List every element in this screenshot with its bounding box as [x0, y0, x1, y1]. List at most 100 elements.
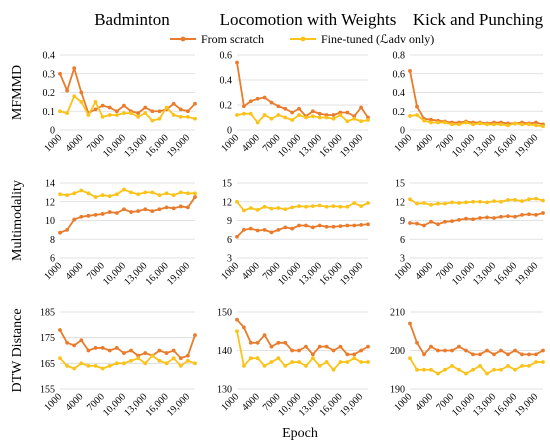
- x-tick-label-3-1: 4000: [64, 260, 86, 282]
- data-point-4-1-3: [255, 207, 260, 212]
- data-point-3-1-15: [164, 191, 169, 196]
- data-point-7-0-3: [255, 340, 260, 345]
- data-point-8-1-9: [471, 367, 475, 372]
- data-point-3-0-15: [164, 205, 169, 210]
- y-tick-label-0-4: 0.4: [43, 51, 56, 62]
- x-tick-label-6-6: 19,000: [165, 391, 192, 418]
- data-point-8-0-14: [506, 352, 510, 357]
- x-tick-label-4-0: 1000: [219, 260, 241, 282]
- data-point-5-1-10: [478, 199, 482, 204]
- series-line-0-0: [59, 67, 196, 115]
- data-point-1-1-11: [310, 114, 315, 119]
- data-point-8-0-5: [443, 348, 447, 353]
- series-line-1-0: [236, 62, 369, 119]
- data-point-6-0-14: [157, 348, 162, 353]
- data-point-1-1-1: [241, 111, 246, 116]
- data-point-1-0-9: [297, 106, 301, 111]
- data-point-4-0-7: [283, 225, 288, 230]
- data-point-3-1-8: [114, 192, 119, 197]
- data-point-4-1-10: [304, 204, 308, 209]
- data-point-2-1-5: [443, 120, 447, 125]
- column-title-1: Locomotion with Weights: [220, 10, 397, 29]
- data-point-4-1-15: [338, 204, 343, 209]
- data-point-2-1-7: [457, 122, 461, 127]
- y-tick-label-4-1: 6: [227, 235, 232, 246]
- data-point-3-0-8: [114, 211, 119, 215]
- data-point-6-1-1: [65, 364, 70, 368]
- data-point-6-0-4: [86, 348, 91, 353]
- y-tick-label-3-4: 14: [45, 179, 55, 190]
- data-point-7-1-1: [241, 364, 246, 368]
- data-point-6-1-17: [178, 364, 183, 368]
- x-tick-label-2-5: 16,000: [492, 132, 519, 159]
- data-point-8-0-13: [499, 348, 503, 353]
- data-point-1-0-14: [331, 113, 336, 117]
- y-tick-label-4-0: 3: [227, 254, 232, 265]
- data-point-0-0-5: [93, 107, 98, 112]
- data-point-4-1-16: [345, 204, 350, 209]
- data-point-4-1-2: [248, 206, 253, 210]
- data-point-2-1-10: [478, 121, 482, 126]
- data-point-5-0-13: [499, 214, 503, 219]
- data-point-7-1-19: [366, 360, 370, 364]
- data-point-7-0-11: [310, 352, 315, 357]
- data-point-4-1-0: [235, 199, 239, 204]
- data-point-1-1-8: [290, 118, 295, 122]
- data-point-7-1-6: [276, 356, 281, 361]
- data-point-1-1-19: [366, 118, 370, 122]
- y-tick-label-5-4: 15: [395, 179, 405, 190]
- x-tick-label-3-6: 19,000: [165, 260, 192, 287]
- data-point-6-0-17: [178, 356, 183, 361]
- y-tick-label-2-3: 0.6: [393, 69, 406, 80]
- data-point-8-1-16: [520, 364, 524, 368]
- data-point-8-1-1: [415, 367, 419, 372]
- data-point-2-1-9: [471, 122, 475, 127]
- data-point-1-0-2: [248, 99, 253, 104]
- data-point-0-0-3: [79, 90, 84, 95]
- x-tick-label-0-5: 16,000: [144, 132, 171, 159]
- data-point-4-1-9: [297, 204, 301, 209]
- data-point-0-1-15: [164, 105, 169, 110]
- x-tick-label-8-1: 4000: [413, 391, 435, 413]
- data-point-4-1-6: [276, 206, 281, 210]
- data-point-6-0-12: [143, 351, 148, 355]
- data-point-5-1-8: [464, 200, 468, 205]
- legend-label-0: From scratch: [201, 32, 264, 46]
- data-point-1-0-5: [269, 100, 274, 105]
- data-point-4-1-5: [269, 206, 274, 211]
- data-point-4-1-13: [324, 204, 329, 209]
- data-point-2-1-19: [541, 124, 545, 129]
- data-point-8-1-18: [534, 360, 538, 364]
- data-point-6-1-15: [164, 361, 169, 366]
- data-point-1-1-4: [262, 113, 267, 117]
- data-point-5-0-6: [450, 219, 454, 224]
- y-tick-label-8-1: 200: [390, 346, 405, 357]
- data-point-0-1-7: [107, 113, 112, 117]
- data-point-2-1-13: [499, 122, 503, 127]
- data-point-8-0-0: [408, 321, 412, 326]
- data-point-1-1-2: [248, 111, 253, 116]
- data-point-8-0-10: [478, 352, 482, 357]
- data-point-6-1-5: [93, 364, 98, 368]
- y-tick-label-8-2: 210: [390, 308, 405, 319]
- x-tick-label-5-4: 13,000: [471, 260, 498, 287]
- x-tick-label-0-6: 19,000: [165, 132, 192, 159]
- data-point-8-1-10: [478, 364, 482, 368]
- data-point-1-1-17: [352, 116, 357, 121]
- data-point-3-0-5: [93, 212, 98, 217]
- data-point-6-1-12: [143, 361, 148, 366]
- data-point-7-1-13: [324, 360, 329, 364]
- y-tick-label-0-1: 0.1: [43, 107, 56, 118]
- data-point-5-1-15: [513, 197, 517, 202]
- data-point-5-1-11: [485, 200, 489, 205]
- data-point-4-0-19: [366, 222, 370, 227]
- data-point-5-1-6: [450, 200, 454, 205]
- x-tick-label-2-6: 19,000: [513, 132, 540, 159]
- x-tick-label-2-3: 10,000: [450, 132, 477, 159]
- data-point-0-1-8: [114, 113, 119, 117]
- data-point-3-1-1: [65, 193, 70, 198]
- y-tick-label-5-0: 3: [400, 254, 405, 265]
- data-point-6-1-11: [136, 356, 141, 361]
- data-point-4-0-18: [359, 222, 364, 227]
- data-point-1-1-5: [269, 116, 274, 121]
